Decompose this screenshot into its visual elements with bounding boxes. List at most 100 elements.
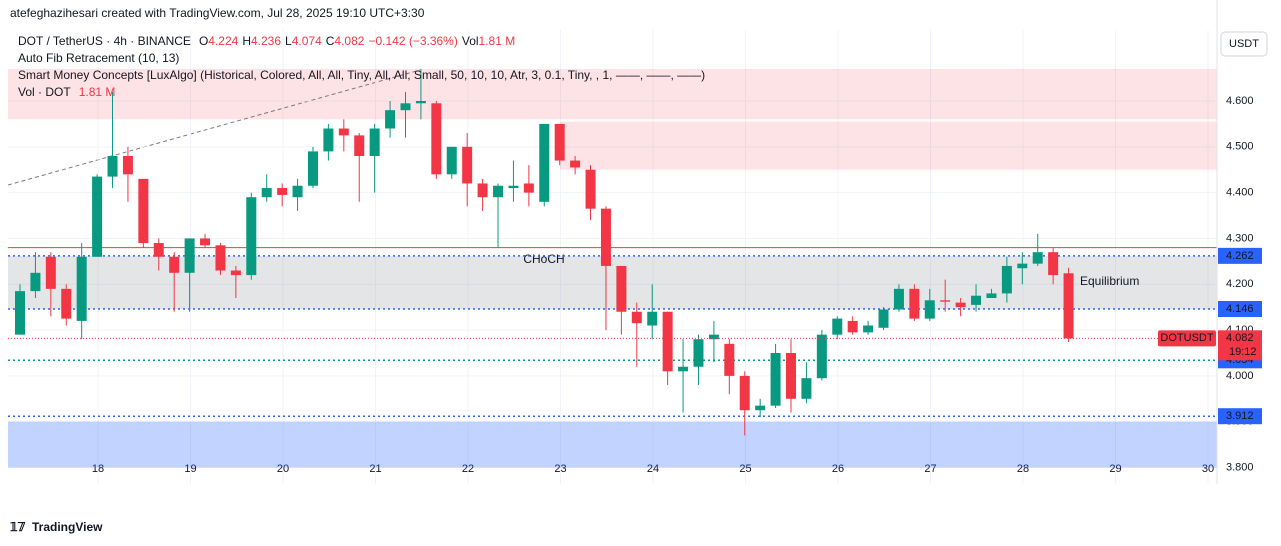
x-tick-label: 25 bbox=[739, 463, 751, 475]
candle-body bbox=[338, 128, 349, 136]
candle-body bbox=[693, 339, 704, 367]
zone bbox=[8, 68, 1217, 120]
candle-body bbox=[292, 185, 303, 198]
candle-body bbox=[92, 176, 103, 257]
y-tick-label: 3.800 bbox=[1226, 461, 1254, 473]
currency[interactable]: USDT bbox=[1229, 38, 1259, 50]
candle-body bbox=[215, 245, 226, 271]
candle-body bbox=[184, 238, 195, 273]
x-tick-label: 27 bbox=[924, 463, 936, 475]
zone bbox=[8, 255, 1217, 309]
candle-body bbox=[323, 128, 334, 152]
candle-body bbox=[107, 155, 118, 177]
candle-body bbox=[200, 238, 211, 246]
y-tick-label: 4.500 bbox=[1226, 141, 1254, 153]
candle-body bbox=[986, 293, 997, 299]
level-badge-label: 4.262 bbox=[1226, 250, 1254, 262]
candle-body bbox=[261, 188, 272, 198]
candle-body bbox=[462, 146, 473, 184]
candle-body bbox=[277, 188, 288, 195]
candle-body bbox=[1001, 265, 1012, 294]
change: −0.142 (−3.36%) bbox=[368, 34, 457, 48]
vol-value: 1.81 M bbox=[479, 34, 516, 48]
candle-body bbox=[230, 270, 241, 276]
candle-body bbox=[1017, 263, 1028, 269]
candle-body bbox=[893, 288, 904, 310]
brand-logo: 𝟙𝟟 bbox=[10, 520, 26, 534]
x-tick-label: 24 bbox=[647, 463, 659, 475]
candle-body bbox=[739, 375, 750, 411]
candle-body bbox=[847, 320, 858, 333]
price-badge-label: 4.082 bbox=[1226, 332, 1254, 344]
symbol: DOT / TetherUS · 4h · BINANCE bbox=[18, 34, 191, 48]
volume-title: Vol · DOT bbox=[18, 85, 71, 99]
candle-body bbox=[647, 311, 658, 326]
fib-trend-line bbox=[7, 69, 421, 186]
choch-label: CHoCH bbox=[523, 252, 564, 266]
candle-body bbox=[153, 243, 164, 257]
ohlc-label: C bbox=[326, 34, 335, 48]
ticker-label: DOTUSDT bbox=[1160, 332, 1213, 344]
y-tick-label: 4.600 bbox=[1226, 95, 1254, 107]
candle-body bbox=[801, 378, 812, 399]
candle-body bbox=[816, 334, 827, 379]
candle-body bbox=[724, 343, 735, 376]
y-tick-label: 4.200 bbox=[1226, 278, 1254, 290]
x-tick-label: 29 bbox=[1109, 463, 1121, 475]
ohlc-value: 4.074 bbox=[292, 34, 322, 48]
candle-body bbox=[1048, 252, 1059, 276]
candle-body bbox=[15, 291, 25, 335]
candle-body bbox=[662, 311, 673, 372]
y-tick-label: 4.000 bbox=[1226, 370, 1254, 382]
candle-body bbox=[307, 151, 318, 186]
candle-body bbox=[1063, 273, 1074, 339]
candle-body bbox=[554, 123, 565, 161]
ticker-badge bbox=[1158, 330, 1216, 347]
candle-body bbox=[446, 146, 457, 175]
countdown: 19:12 bbox=[1229, 346, 1257, 358]
candle-body bbox=[755, 405, 766, 411]
ohlc-label: H bbox=[242, 34, 251, 48]
candle-body bbox=[708, 334, 719, 340]
currency-button[interactable] bbox=[1220, 31, 1268, 57]
candle-body bbox=[431, 103, 442, 175]
candle-body bbox=[924, 300, 935, 319]
volume-legend: Vol · DOT 1.81 M bbox=[18, 85, 115, 99]
candle-body bbox=[940, 300, 951, 302]
ohlc-label: L bbox=[285, 34, 292, 48]
candle-body bbox=[45, 256, 56, 289]
zone bbox=[560, 121, 1217, 170]
indicator: Smart Money Concepts [LuxAlgo] (Historic… bbox=[18, 68, 705, 82]
candle-body bbox=[76, 256, 87, 321]
level-badge bbox=[1218, 247, 1262, 264]
candle-body bbox=[539, 123, 550, 202]
x-tick-label: 18 bbox=[92, 463, 104, 475]
candle-body bbox=[1032, 252, 1043, 264]
candle-body bbox=[169, 256, 180, 273]
x-tick-label: 21 bbox=[369, 463, 381, 475]
candle-body bbox=[955, 302, 966, 308]
x-tick-label: 20 bbox=[277, 463, 289, 475]
candle-body bbox=[508, 185, 519, 189]
candle-body bbox=[415, 101, 426, 104]
candle-body bbox=[863, 325, 874, 333]
level-badge bbox=[1218, 300, 1262, 317]
candle-body bbox=[770, 352, 781, 406]
x-tick-label: 28 bbox=[1017, 463, 1029, 475]
candle-body bbox=[122, 155, 133, 175]
candle-body bbox=[678, 366, 689, 372]
candle-body bbox=[570, 160, 581, 168]
candle-body bbox=[385, 110, 396, 129]
ohlc-value: 4.082 bbox=[334, 34, 364, 48]
brand: TradingView bbox=[32, 520, 103, 534]
y-tick-label: 4.400 bbox=[1226, 187, 1254, 199]
volume-value: 1.81 M bbox=[79, 85, 116, 99]
candle-body bbox=[616, 265, 627, 312]
level-badge-label: 3.912 bbox=[1226, 410, 1254, 422]
level-badge bbox=[1218, 408, 1262, 425]
candle-body bbox=[400, 103, 411, 111]
x-tick-label: 30 bbox=[1202, 463, 1214, 475]
x-tick-label: 23 bbox=[554, 463, 566, 475]
x-tick-label: 26 bbox=[832, 463, 844, 475]
